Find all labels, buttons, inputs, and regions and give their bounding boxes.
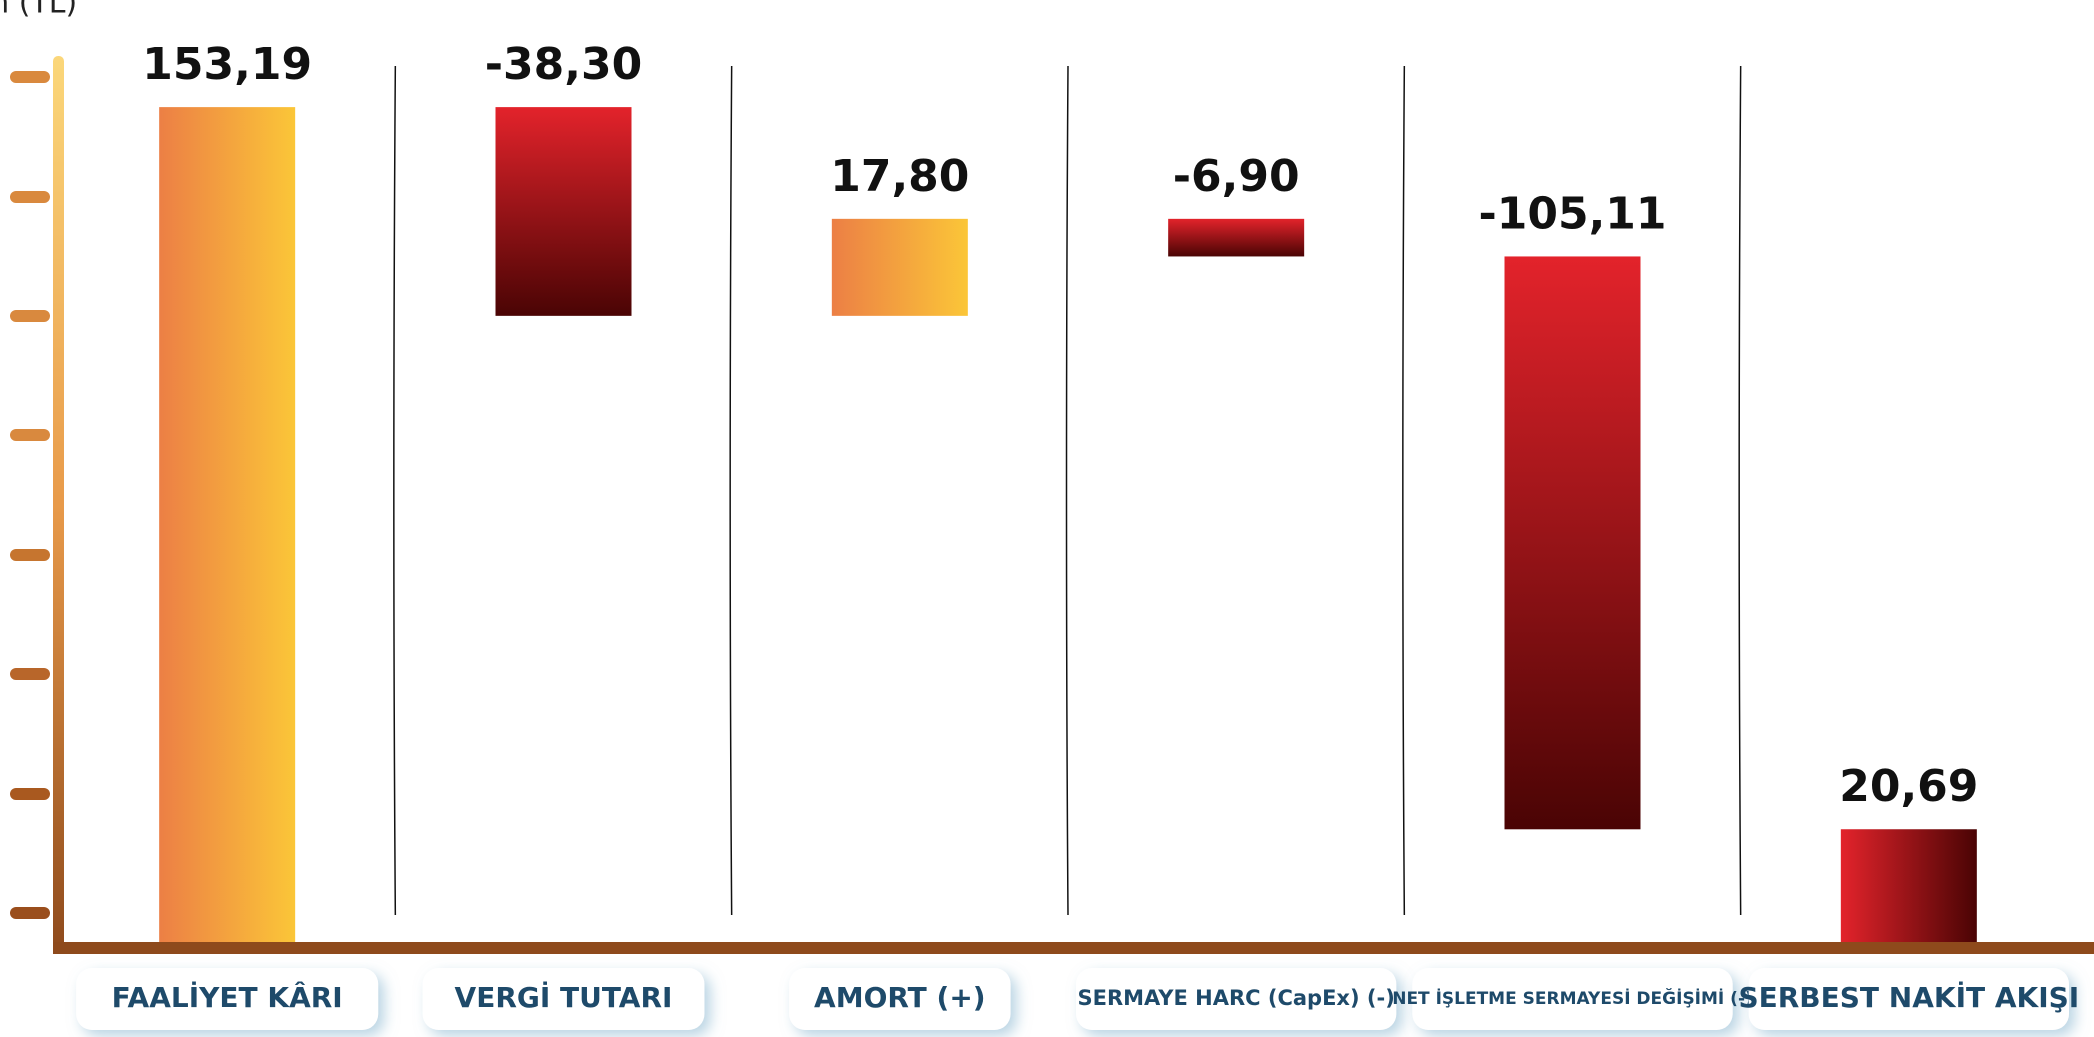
bar	[1504, 256, 1641, 830]
category-pill	[422, 968, 705, 1030]
category-pill	[1412, 968, 1733, 1030]
x-tick-label: SERBEST NAKİT AKIŞI	[1738, 980, 2079, 1014]
x-tick-label: AMORT (+)	[814, 981, 986, 1014]
separator	[393, 65, 397, 916]
value-label: -6,90	[1173, 151, 1300, 202]
value-label: 20,69	[1839, 761, 1978, 812]
separator	[729, 65, 733, 916]
x-axis	[53, 942, 2094, 954]
y-axis	[53, 56, 64, 954]
x-tick-label: VERGİ TUTARI	[455, 980, 673, 1014]
bar	[831, 218, 968, 316]
bar	[1840, 829, 1977, 942]
separator	[1738, 65, 1742, 916]
value-label: -105,11	[1478, 188, 1666, 239]
x-tick-label: FAALİYET KÂRI	[112, 980, 343, 1014]
category-pill	[76, 968, 379, 1030]
separator	[1402, 65, 1406, 916]
value-label: 153,19	[142, 39, 312, 90]
value-label: -38,30	[485, 39, 642, 90]
axis-ticks	[10, 71, 50, 919]
x-tick-label: NET İŞLETME SERMAYESİ DEĞİŞİMİ (-)	[1392, 987, 1753, 1009]
category-pill	[1076, 968, 1397, 1030]
separator	[1065, 65, 1069, 916]
category-pill	[789, 968, 1011, 1030]
y-axis-label: m (TL)	[0, 0, 77, 21]
x-tick-label: SERMAYE HARC (CapEx) (-)	[1078, 986, 1395, 1010]
value-label: 17,80	[830, 151, 969, 202]
bar	[495, 107, 632, 316]
category-pill	[1748, 968, 2069, 1030]
bar	[1168, 218, 1305, 257]
bar	[159, 107, 296, 942]
